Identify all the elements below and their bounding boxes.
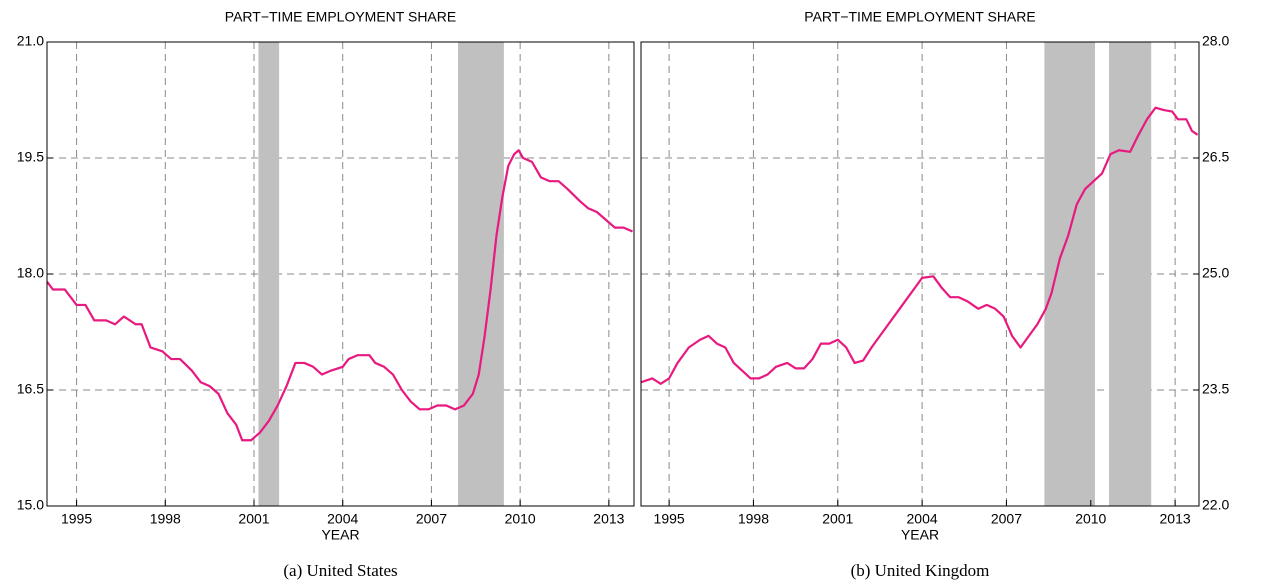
y-tick-label: 23.5 <box>1202 381 1229 397</box>
chart-title: PART−TIME EMPLOYMENT SHARE <box>225 9 456 25</box>
y-tick-label: 28.0 <box>1202 33 1229 49</box>
x-tick-label: 2001 <box>238 511 269 527</box>
x-tick-label: 2004 <box>327 511 358 527</box>
plot-layer <box>641 42 1199 506</box>
y-tick-label: 25.0 <box>1202 265 1229 281</box>
shaded-region <box>1044 42 1095 506</box>
plot-layer <box>47 42 633 506</box>
shaded-region <box>1109 42 1152 506</box>
x-tick-label: 2004 <box>907 511 938 527</box>
x-axis-label: YEAR <box>321 527 359 543</box>
data-line <box>641 106 1199 385</box>
x-tick-label: 2013 <box>593 511 624 527</box>
y-tick-label: 19.5 <box>17 149 44 165</box>
x-tick-label: 2013 <box>1160 511 1191 527</box>
x-tick-label: 1995 <box>654 511 685 527</box>
x-tick-label: 2001 <box>822 511 853 527</box>
x-tick-label: 1995 <box>61 511 92 527</box>
y-tick-label: 18.0 <box>17 265 44 281</box>
shaded-region <box>458 42 504 506</box>
x-tick-label: 2010 <box>505 511 536 527</box>
caption: (a) United States <box>283 561 397 580</box>
y-tick-label: 21.0 <box>17 33 44 49</box>
x-tick-label: 1998 <box>738 511 769 527</box>
x-tick-label: 1998 <box>150 511 181 527</box>
y-tick-label: 15.0 <box>17 497 44 513</box>
y-tick-label: 26.5 <box>1202 149 1229 165</box>
x-tick-label: 2007 <box>991 511 1022 527</box>
y-tick-label: 16.5 <box>17 381 44 397</box>
chart-title: PART−TIME EMPLOYMENT SHARE <box>804 9 1035 25</box>
x-tick-label: 2010 <box>1075 511 1106 527</box>
shaded-region <box>258 42 280 506</box>
x-tick-label: 2007 <box>416 511 447 527</box>
x-axis-label: YEAR <box>901 527 939 543</box>
y-tick-label: 22.0 <box>1202 497 1229 513</box>
caption: (b) United Kingdom <box>851 561 990 580</box>
data-line <box>47 149 633 442</box>
